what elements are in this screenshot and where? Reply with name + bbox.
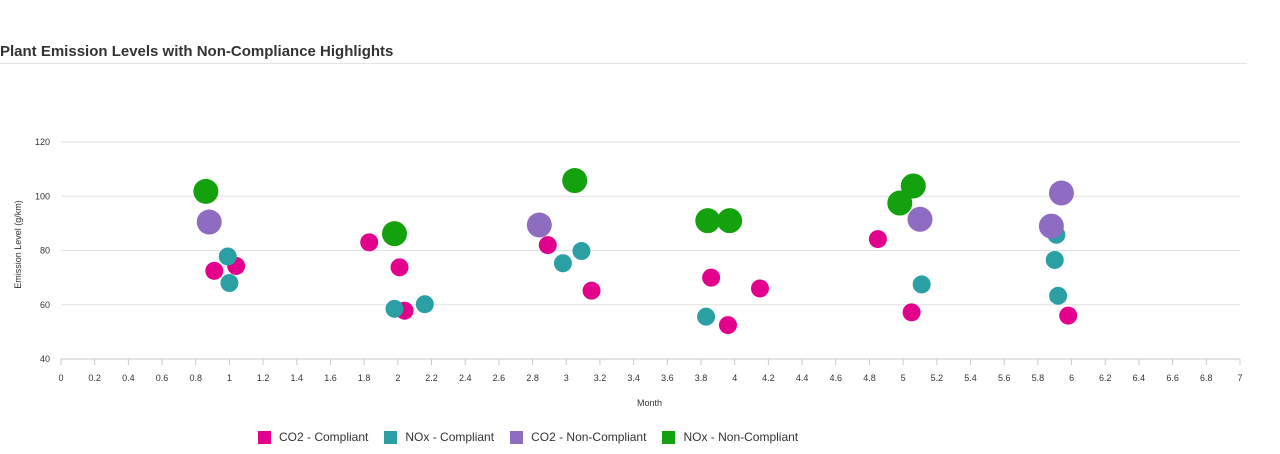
- x-tick-label: 3: [564, 373, 569, 383]
- chart-legend: CO2 - Compliant NOx - Compliant CO2 - Non-…: [258, 430, 814, 444]
- y-tick-label: 60: [40, 300, 50, 310]
- x-tick-label: 1: [227, 373, 232, 383]
- nox-non-compliant-point[interactable]: [717, 208, 743, 234]
- x-tick-label: 2.8: [526, 373, 539, 383]
- x-tick-label: 4.2: [762, 373, 775, 383]
- x-tick-label: 4.4: [796, 373, 809, 383]
- x-tick-label: 5.2: [931, 373, 944, 383]
- y-axis-title: Emission Level (g/km): [13, 200, 23, 289]
- nox-non-compliant-point[interactable]: [887, 190, 913, 216]
- nox-non-compliant-point[interactable]: [695, 208, 721, 234]
- x-tick-label: 2.6: [493, 373, 506, 383]
- legend-swatch: [258, 430, 271, 444]
- nox-compliant-point[interactable]: [220, 274, 239, 293]
- x-tick-label: 6: [1069, 373, 1074, 383]
- x-tick-label: 2: [395, 373, 400, 383]
- co2-compliant-point[interactable]: [390, 258, 409, 277]
- x-tick-label: 0.4: [122, 373, 135, 383]
- nox-non-compliant-point[interactable]: [381, 221, 407, 247]
- x-tick-label: 3.6: [661, 373, 674, 383]
- x-tick-label: 1.8: [358, 373, 371, 383]
- legend-swatch: [384, 430, 398, 444]
- nox-compliant-point[interactable]: [1045, 250, 1064, 269]
- x-tick-label: 5.8: [1032, 373, 1045, 383]
- x-tick-label: 1.6: [324, 373, 337, 383]
- y-tick-label: 120: [35, 137, 50, 147]
- x-tick-label: 3.4: [627, 373, 640, 383]
- nox-non-compliant-point[interactable]: [562, 168, 588, 194]
- co2-compliant-point[interactable]: [1059, 306, 1078, 325]
- x-tick-label: 4.8: [863, 373, 876, 383]
- legend-label: NOx - Compliant: [405, 430, 495, 444]
- co2-compliant-point[interactable]: [360, 233, 379, 252]
- legend-item-co2-non-compliant[interactable]: CO2 - Non-Compliant: [510, 430, 646, 444]
- co2-compliant-point[interactable]: [750, 279, 769, 298]
- data-points: [193, 168, 1078, 335]
- legend-label: CO2 - Compliant: [279, 430, 369, 444]
- legend-swatch: [510, 430, 524, 444]
- co2-non-compliant-point[interactable]: [526, 212, 552, 238]
- x-tick-label: 0.6: [156, 373, 169, 383]
- legend-item-co2-compliant[interactable]: CO2 - Compliant: [258, 430, 368, 444]
- x-tick-label: 2.4: [459, 373, 472, 383]
- co2-non-compliant-point[interactable]: [907, 206, 933, 232]
- x-tick-label: 3.2: [594, 373, 607, 383]
- co2-compliant-point[interactable]: [718, 316, 737, 335]
- nox-non-compliant-point[interactable]: [900, 173, 926, 199]
- chart-title: Plant Emission Levels with Non-Complianc…: [0, 43, 394, 60]
- nox-non-compliant-point[interactable]: [193, 178, 219, 204]
- legend-swatch: [662, 430, 676, 444]
- nox-compliant-point[interactable]: [912, 275, 931, 294]
- legend-label: NOx - Non-Compliant: [683, 430, 799, 444]
- nox-compliant-point[interactable]: [1049, 286, 1068, 305]
- x-tick-label: 6.2: [1099, 373, 1112, 383]
- x-axis-title: Month: [637, 398, 662, 408]
- legend-item-nox-compliant[interactable]: NOx - Compliant: [384, 430, 494, 444]
- x-tick-label: 6.8: [1200, 373, 1213, 383]
- co2-compliant-point[interactable]: [702, 268, 721, 287]
- legend-label: CO2 - Non-Compliant: [531, 430, 647, 444]
- x-tick-label: 0.2: [88, 373, 101, 383]
- co2-non-compliant-point[interactable]: [1038, 213, 1064, 239]
- x-tick-label: 1.2: [257, 373, 270, 383]
- x-tick-label: 7: [1237, 373, 1242, 383]
- x-tick-label: 0.8: [189, 373, 202, 383]
- x-tick-label: 2.2: [425, 373, 438, 383]
- nox-compliant-point[interactable]: [553, 254, 572, 273]
- co2-compliant-point[interactable]: [538, 236, 557, 255]
- x-tick-label: 1.4: [291, 373, 304, 383]
- x-tick-label: 5: [901, 373, 906, 383]
- nox-compliant-point[interactable]: [385, 299, 404, 318]
- y-tick-label: 80: [40, 246, 50, 256]
- co2-compliant-point[interactable]: [868, 230, 887, 249]
- y-tick-label: 40: [40, 354, 50, 364]
- gridlines: [61, 141, 1240, 360]
- co2-compliant-point[interactable]: [205, 261, 224, 280]
- co2-compliant-point[interactable]: [582, 281, 601, 300]
- x-tick-label: 6.6: [1166, 373, 1179, 383]
- legend-item-nox-non-compliant[interactable]: NOx - Non-Compliant: [662, 430, 798, 444]
- nox-compliant-point[interactable]: [218, 247, 237, 266]
- x-tick-label: 5.6: [998, 373, 1011, 383]
- nox-compliant-point[interactable]: [415, 295, 434, 314]
- x-tick-label: 5.4: [964, 373, 977, 383]
- title-divider: [0, 63, 1247, 64]
- co2-non-compliant-point[interactable]: [1048, 180, 1074, 206]
- x-tick-label: 4: [732, 373, 737, 383]
- x-tick-label: 3.8: [695, 373, 708, 383]
- x-tick-label: 4.6: [830, 373, 843, 383]
- co2-compliant-point[interactable]: [902, 303, 921, 322]
- x-tick-label: 0: [58, 373, 63, 383]
- x-tick-label: 6.4: [1133, 373, 1146, 383]
- nox-compliant-point[interactable]: [572, 242, 591, 261]
- axes: 40 60 80 100 120 0 0.2 0.4 0.6 0.8 1 1.2 1.4 1.6 1.8 2 2…: [35, 137, 1243, 383]
- y-tick-label: 100: [35, 191, 50, 201]
- nox-compliant-point[interactable]: [697, 307, 716, 326]
- co2-non-compliant-point[interactable]: [196, 209, 222, 235]
